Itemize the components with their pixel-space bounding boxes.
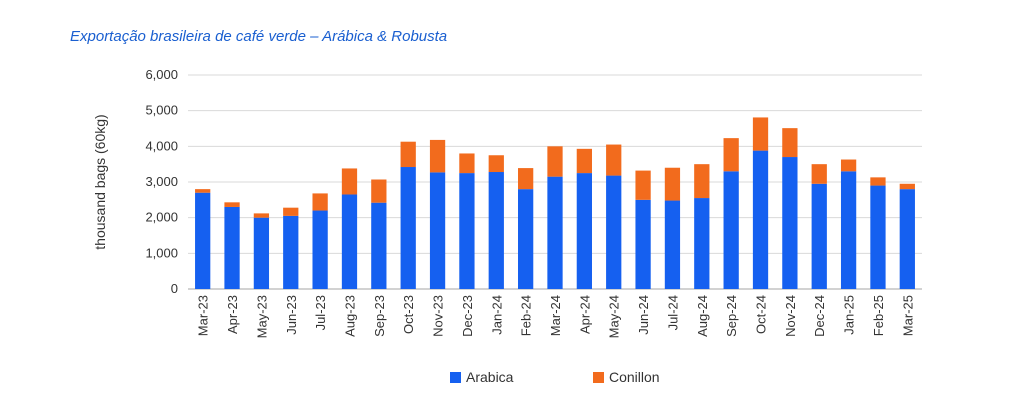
x-tick-label: May-24 [607, 295, 622, 338]
bar-arabica [341, 194, 358, 289]
bar-conillon [371, 179, 387, 203]
bar-conillon [400, 141, 416, 168]
bar-conillon [694, 164, 710, 199]
legend-swatch-conillon [593, 372, 604, 383]
y-tick-label: 4,000 [145, 138, 178, 153]
bar-arabica [576, 173, 592, 289]
y-tick-label: 3,000 [145, 174, 178, 189]
x-tick-label: Feb-24 [519, 295, 534, 336]
bar-arabica [429, 172, 446, 289]
chart-title: Exportação brasileira de café verde – Ar… [70, 28, 448, 45]
y-tick-label: 2,000 [145, 210, 178, 225]
bar-arabica [547, 176, 563, 289]
bar-arabica [752, 150, 769, 289]
bar-arabica [723, 171, 739, 289]
bar-conillon [253, 213, 270, 218]
x-tick-label: Mar-25 [900, 295, 915, 336]
x-tick-label: Mar-24 [548, 295, 563, 336]
x-tick-label: Oct-23 [401, 295, 416, 334]
bar-arabica [488, 172, 504, 289]
bar-conillon [312, 193, 328, 211]
bar-arabica [840, 171, 857, 289]
bar-conillon [224, 202, 240, 207]
y-tick-label: 5,000 [145, 103, 178, 118]
bar-arabica [606, 175, 622, 289]
bar-conillon [429, 139, 446, 173]
bar-conillon [195, 189, 211, 193]
y-tick-label: 6,000 [145, 67, 178, 82]
bar-conillon [606, 144, 622, 176]
y-tick-label: 1,000 [145, 245, 178, 260]
bar-conillon [782, 128, 798, 158]
bar-conillon [811, 164, 827, 184]
x-tick-label: Jul-24 [665, 295, 680, 330]
bar-arabica [283, 215, 299, 289]
bar-conillon [576, 148, 592, 174]
x-tick-label: Apr-23 [225, 295, 240, 334]
bar-arabica [899, 189, 915, 289]
x-tick-label: Jun-23 [284, 295, 299, 335]
bar-conillon [870, 177, 886, 186]
bar-arabica [811, 183, 827, 289]
x-tick-label: Aug-24 [695, 295, 710, 337]
x-tick-label: Jan-25 [842, 295, 857, 335]
legend-label-arabica: Arabica [466, 369, 514, 385]
legend-label-conillon: Conillon [609, 369, 660, 385]
x-tick-label: Mar-23 [196, 295, 211, 336]
bar-conillon [840, 159, 857, 172]
bar-arabica [253, 217, 270, 289]
x-tick-label: May-23 [254, 295, 269, 338]
bar-conillon [518, 168, 534, 190]
x-tick-label: Nov-24 [783, 295, 798, 337]
bar-conillon [635, 170, 651, 200]
x-tick-label: Jan-24 [489, 295, 504, 335]
bar-arabica [371, 202, 387, 289]
x-tick-label: Dec-24 [812, 295, 827, 337]
bar-arabica [224, 206, 240, 289]
bar-arabica [694, 198, 710, 289]
bar-arabica [312, 210, 328, 289]
bar-conillon [752, 117, 769, 151]
x-tick-label: Jun-24 [636, 295, 651, 335]
bar-conillon [899, 183, 915, 190]
bar-arabica [664, 200, 681, 289]
bar-conillon [488, 155, 504, 173]
x-tick-label: Dec-23 [460, 295, 475, 337]
x-tick-label: Feb-25 [871, 295, 886, 336]
x-tick-label: Aug-23 [342, 295, 357, 337]
bar-arabica [870, 185, 886, 289]
bar-arabica [400, 167, 416, 289]
x-tick-label: Jul-23 [313, 295, 328, 330]
bar-arabica [195, 192, 211, 289]
bar-conillon [283, 207, 299, 216]
bar-arabica [518, 189, 534, 289]
bar-arabica [782, 157, 798, 289]
bar-conillon [547, 146, 563, 177]
bar-conillon [341, 168, 358, 195]
bar-arabica [459, 173, 475, 289]
x-tick-label: Sep-23 [372, 295, 387, 337]
bar-conillon [664, 167, 681, 201]
y-tick-label: 0 [171, 281, 178, 296]
x-tick-label: Nov-23 [431, 295, 446, 337]
y-axis-title: thousand bags (60kg) [92, 114, 108, 249]
bar-conillon [723, 138, 739, 172]
bar-conillon [459, 153, 475, 174]
x-tick-label: Apr-24 [577, 295, 592, 334]
legend-swatch-arabica [450, 372, 461, 383]
bars [195, 117, 915, 289]
bar-arabica [635, 199, 651, 289]
x-tick-label: Oct-24 [754, 295, 769, 334]
x-tick-label: Sep-24 [724, 295, 739, 337]
